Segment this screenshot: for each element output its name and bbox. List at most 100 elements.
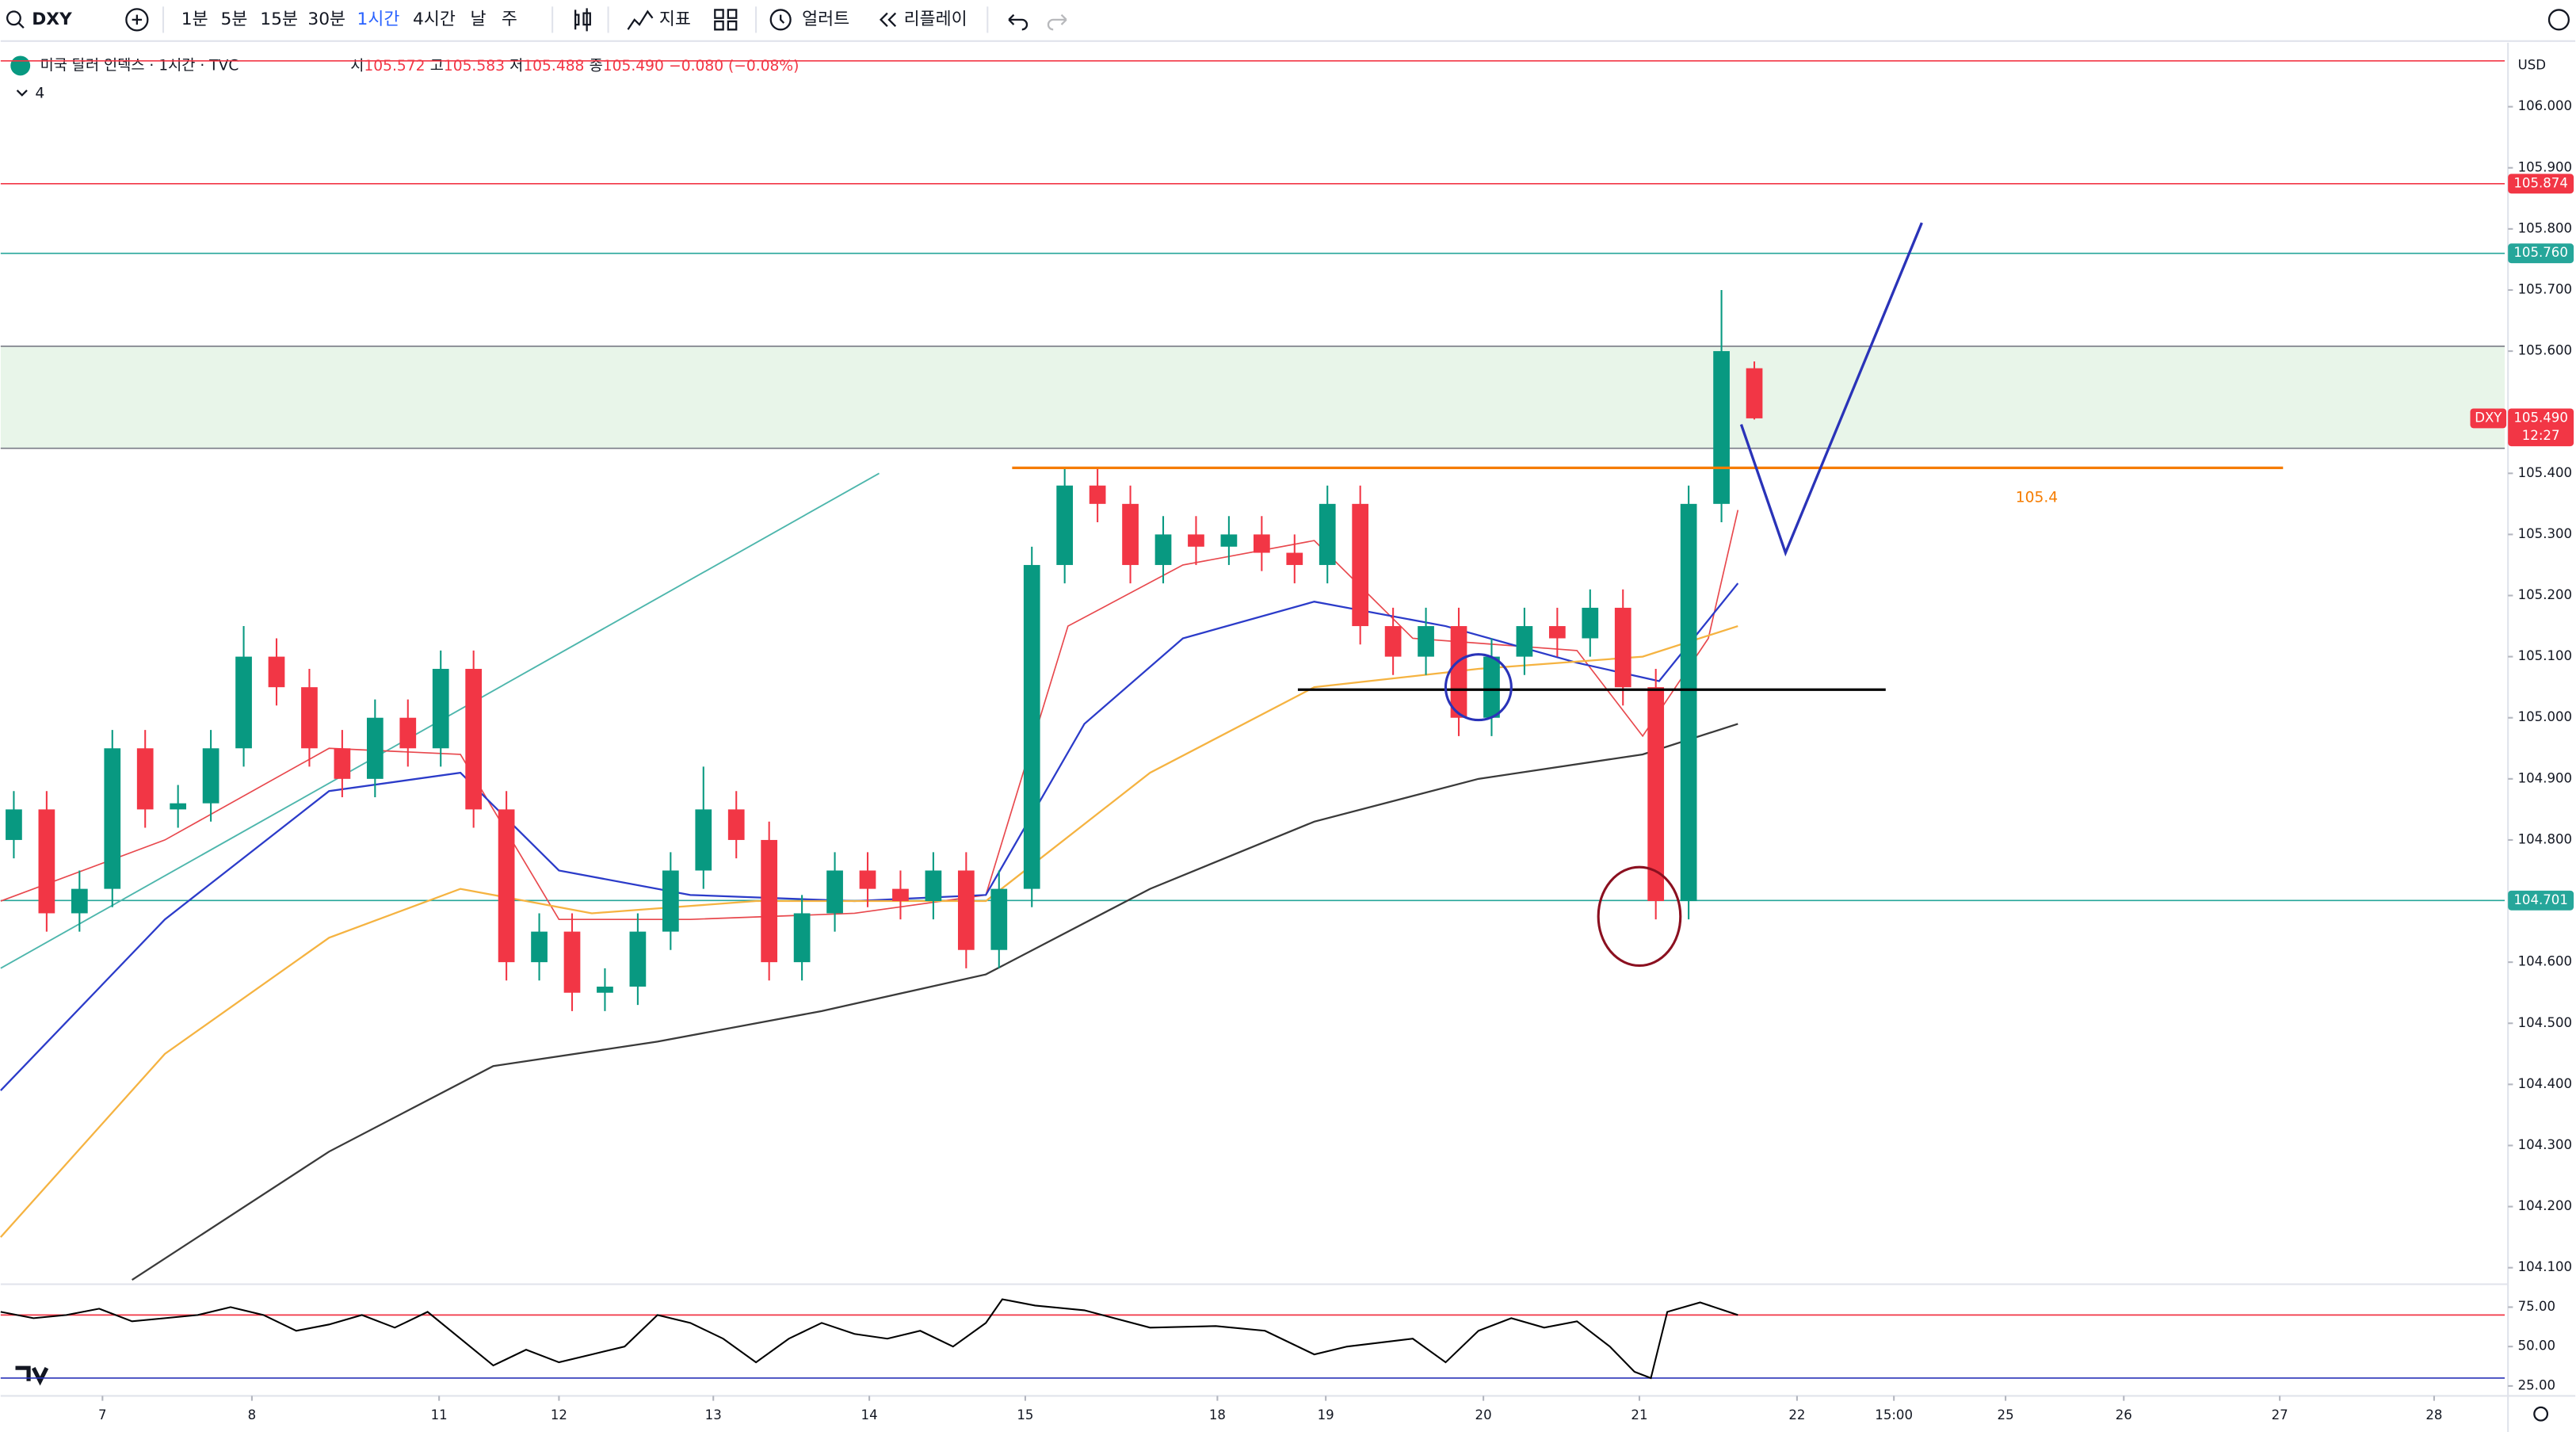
interval[interactable]: 1분	[181, 10, 208, 29]
x-tick-label: 12	[551, 1407, 567, 1422]
interval[interactable]: 15분	[260, 10, 298, 29]
x-tick-label: 26	[2116, 1407, 2132, 1422]
interval[interactable]: 4시간	[413, 10, 456, 29]
candle-body	[531, 931, 548, 963]
search-icon[interactable]	[6, 10, 21, 26]
price-tag	[2508, 174, 2574, 194]
x-tick-label: 8	[248, 1407, 257, 1422]
interval[interactable]: 주	[502, 10, 517, 29]
moving-average	[132, 723, 1738, 1281]
chart-type-button[interactable]	[574, 8, 591, 32]
candle-body	[1384, 626, 1402, 657]
candle-body	[235, 656, 252, 749]
y-tick-label: 25.00	[2518, 1377, 2555, 1392]
candle-body	[1516, 626, 1533, 657]
candle-body	[1680, 503, 1697, 902]
x-tick-label: 11	[431, 1407, 448, 1422]
candle-body	[1483, 656, 1500, 718]
last-price-symbol: DXY	[2475, 410, 2502, 425]
interval[interactable]: 날	[471, 10, 487, 29]
candle-body	[1023, 564, 1040, 889]
replay-icon[interactable]	[879, 12, 897, 27]
candle-body	[1582, 607, 1599, 639]
candle-body	[695, 809, 712, 871]
legend-collapse[interactable]	[16, 90, 28, 97]
layout-button[interactable]	[714, 9, 738, 31]
indicator-count[interactable]: 4	[35, 86, 44, 102]
candle-body	[1089, 485, 1106, 504]
y-tick-label: 50.00	[2518, 1338, 2555, 1354]
symbol[interactable]: DXY	[32, 10, 72, 29]
candle-body	[1614, 607, 1631, 688]
projection	[1739, 222, 1923, 557]
y-tick-label: 104.100	[2518, 1259, 2573, 1274]
rsi-line	[0, 1298, 1738, 1380]
candle-body	[268, 656, 285, 688]
interval[interactable]: 5분	[221, 10, 248, 29]
candle-body	[1352, 503, 1369, 627]
legend-value: 105.572	[364, 57, 425, 74]
y-tick-label: 105.400	[2518, 465, 2573, 480]
candle-body	[925, 870, 942, 902]
candle-body	[1548, 626, 1566, 639]
alert-button[interactable]: 얼러트	[802, 10, 849, 29]
y-tick-label: 104.300	[2518, 1137, 2573, 1152]
legend-value: 105.490	[603, 57, 664, 74]
legend-change: −0.080 (−0.08%)	[669, 57, 799, 74]
x-tick-label: 28	[2425, 1407, 2442, 1422]
bar-countdown: 12:27	[2522, 428, 2560, 443]
tv-logo[interactable]	[15, 1365, 49, 1386]
compare-button[interactable]	[125, 8, 149, 32]
source-badge	[10, 55, 31, 76]
candle-body	[465, 669, 483, 810]
x-tick-label: 19	[1318, 1407, 1334, 1422]
alert-icon[interactable]	[769, 9, 792, 31]
candle-body	[1450, 626, 1467, 718]
y-tick-label: 105.700	[2518, 281, 2573, 296]
x-tick-label: 15	[1017, 1407, 1033, 1422]
candle-body	[170, 803, 187, 810]
legend-label: 저	[509, 57, 523, 74]
legend-ohlc: 시105.572 고105.583 저105.488 종105.490 −0.080 (…	[350, 57, 799, 74]
price-tag-label: 105.760	[2513, 245, 2568, 260]
x-tick-label: 20	[1475, 1407, 1492, 1422]
highlight-circle	[1597, 865, 1682, 968]
undo-button[interactable]	[1008, 13, 1028, 31]
y-tick-label: 106.000	[2518, 98, 2573, 113]
y-tick-label: 104.200	[2518, 1198, 2573, 1213]
highlight-circle	[1444, 653, 1513, 722]
x-tick-label: 18	[1209, 1407, 1226, 1422]
candle-body	[1286, 552, 1303, 565]
settings-button[interactable]	[2547, 9, 2570, 31]
alert-icon-hands	[780, 14, 785, 24]
candle-body	[1746, 368, 1763, 418]
price-tag	[2508, 243, 2574, 264]
candle-body	[498, 809, 515, 963]
redo-button[interactable]	[1047, 13, 1067, 31]
legend-label: 종	[590, 57, 603, 74]
candle-body	[859, 870, 876, 889]
indicators-icon[interactable]	[627, 10, 654, 30]
y-tick-label: 105.300	[2518, 526, 2573, 541]
y-tick-label: 105.800	[2518, 220, 2573, 235]
x-tick-label: 14	[861, 1407, 878, 1422]
last-price-tag	[2508, 408, 2574, 447]
price-tag-label: 105.874	[2513, 175, 2568, 190]
axis-settings[interactable]	[2533, 1406, 2549, 1422]
last-price-label: 105.490	[2513, 410, 2568, 425]
candle-body	[1220, 534, 1238, 547]
interval-active[interactable]: 1시간	[357, 10, 400, 29]
indicators-button[interactable]: 지표	[659, 10, 691, 29]
x-tick-label: 27	[2272, 1407, 2288, 1422]
last-price-symbol-tag	[2470, 408, 2507, 429]
candle-body	[399, 717, 417, 749]
interval[interactable]: 30분	[307, 10, 345, 29]
moving-average	[0, 582, 1739, 1091]
replay-button[interactable]: 리플레이	[904, 10, 967, 29]
candle-body	[202, 748, 219, 804]
candle-body	[1319, 503, 1336, 565]
y-tick-label: 104.800	[2518, 831, 2573, 846]
candle-body	[1154, 534, 1172, 565]
